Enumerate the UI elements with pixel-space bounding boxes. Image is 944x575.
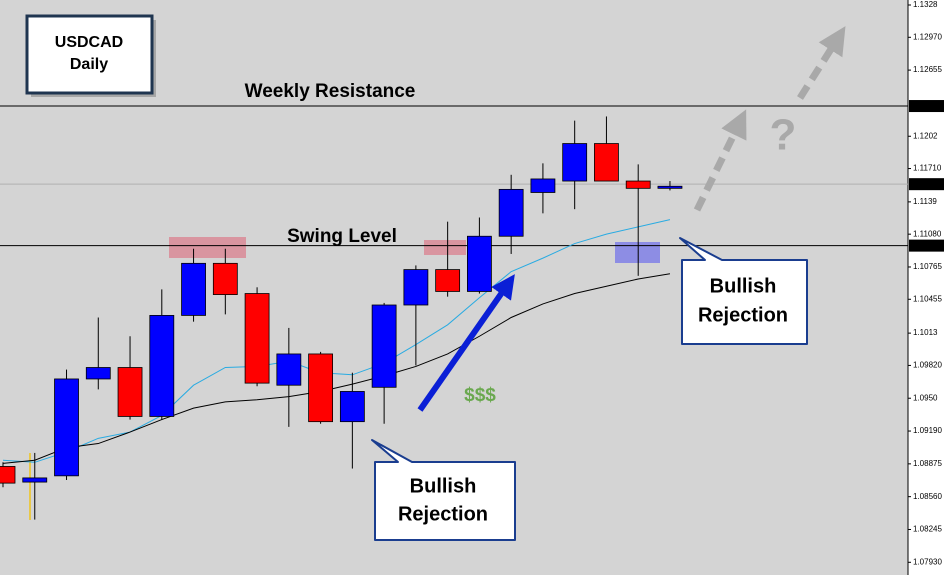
ma-line [2,273,671,464]
candle-body [466,235,492,292]
y-tick-label: 1.10455 [913,294,942,303]
candle-body [562,143,588,182]
price-label: 1.1231 [912,101,937,110]
y-tick-label: 1.11710 [913,164,942,173]
annotation: ? [770,111,797,160]
callout [371,439,516,541]
price-label-box [909,239,944,252]
subtitle: Daily [70,56,108,73]
price-label-box [909,178,944,191]
candle-body [625,180,651,189]
y-tick-label: 1.09820 [913,361,942,370]
arrow [797,26,846,100]
y-tick-label: 1.1013 [913,328,938,337]
zone [169,237,246,258]
price-label: 1.1156 [912,179,936,188]
title-box [25,14,154,95]
candle-body [435,269,461,292]
annotation: Swing Level [287,226,397,247]
title: USDCAD [55,34,123,51]
candle-body [244,293,270,384]
annotations: USDCAD Daily Weekly Resistance Swing Lev… [25,14,846,541]
callout-text: Bullish [710,275,777,297]
price-label: 1.1097 [912,241,937,250]
ma-line [2,219,671,463]
candle-body [403,269,429,306]
candle-body [276,353,302,386]
zones [29,237,660,520]
zone [615,242,660,263]
y-tick-label: 1.12970 [913,32,942,41]
y-tick-label: 1.08560 [913,492,942,501]
callout-text: Rejection [698,304,788,326]
candle-body [85,367,111,380]
arrow [417,274,515,412]
candle-body [530,178,556,193]
y-tick-label: 1.1202 [913,131,938,140]
axis-panel [908,0,944,575]
candle-body [657,185,683,189]
y-tick-label: 1.12655 [913,65,942,74]
y-tick-label: 1.0950 [913,393,938,402]
candle-body [22,477,48,483]
callout-text: Bullish [410,475,477,497]
arrow [693,109,747,212]
candle-body [0,466,16,484]
candle-body [339,391,365,423]
zone [424,240,466,255]
y-tick-label: 1.09190 [913,426,942,435]
marks [0,105,908,520]
candle-body [498,188,524,237]
annotation: $$$ [464,385,496,406]
candle-body [181,262,206,316]
candle-body [212,262,238,295]
y-tick-label: 1.11080 [913,229,942,238]
y-tick-label: 1.08875 [913,459,942,468]
y-tick-label: 1.1139 [913,197,937,206]
candle-body [594,143,619,182]
price-label-box [909,100,944,113]
y-tick-label: 1.08245 [913,525,942,534]
y-tick-label: 1.10765 [913,262,942,271]
y-tick-label: 1.1328 [913,0,938,9]
y-tick-label: 1.07930 [913,557,942,566]
callout [679,237,808,345]
annotation: Weekly Resistance [245,81,416,102]
candle-body [54,378,79,477]
candle-body [308,353,334,423]
candle-body [371,304,397,388]
candle-body [149,315,175,417]
candle-body [117,367,143,417]
callout-text: Rejection [398,503,488,525]
